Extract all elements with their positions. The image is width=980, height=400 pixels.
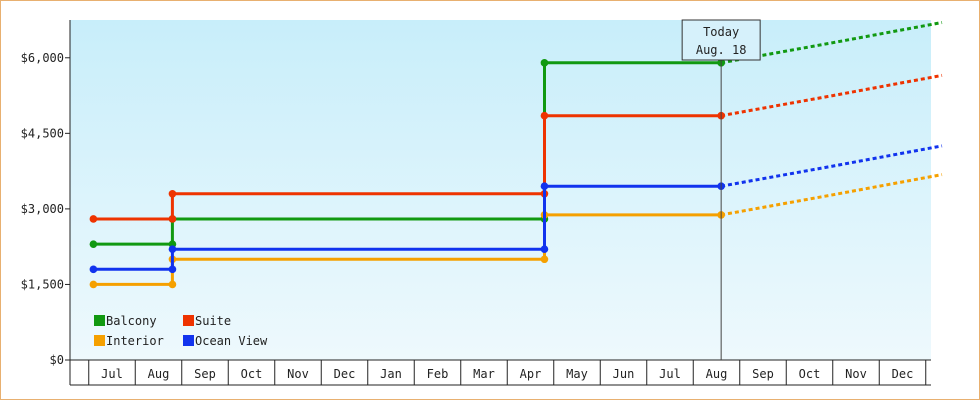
y-tick-label: $0: [50, 353, 64, 367]
legend-label-balcony: Balcony: [106, 314, 157, 328]
today-date: Aug. 18: [696, 43, 747, 57]
data-point-suite: [168, 189, 177, 198]
data-point-interior: [89, 280, 98, 289]
data-point-interior: [168, 280, 177, 289]
x-tick-label: Dec: [334, 367, 356, 381]
x-tick-label: Jan: [380, 367, 402, 381]
x-tick-label: Nov: [845, 367, 867, 381]
data-point-balcony: [540, 59, 549, 67]
legend-label-ocean-view: Ocean View: [195, 334, 268, 348]
y-tick-label: $3,000: [21, 202, 64, 216]
series-line-balcony: [93, 61, 722, 246]
x-tick-label: Mar: [473, 367, 495, 381]
legend-swatch-interior: [94, 335, 105, 346]
x-tick-label: Aug: [148, 367, 170, 381]
series-ocean-view: [89, 144, 943, 274]
x-axis: Jul Aug Sep Oct Nov Dec Jan Feb Mar Apr May Jun Jul A…: [69, 359, 931, 386]
y-axis: $0 $1,500 $3,000 $4,500 $6,000: [21, 20, 71, 367]
x-tick-label: Nov: [287, 367, 309, 381]
legend-label-suite: Suite: [195, 314, 231, 328]
forecast-line-suite: [720, 73, 943, 118]
y-tick-label: $1,500: [21, 277, 64, 291]
x-tick-label: Oct: [799, 367, 821, 381]
legend-swatch-ocean-view: [183, 335, 194, 346]
series-suite: [89, 73, 943, 223]
data-point-ocean-view: [168, 245, 177, 253]
today-marker: Today Aug. 18: [681, 19, 761, 360]
y-tick-label: $6,000: [21, 51, 64, 65]
series-line-interior: [93, 213, 722, 286]
y-tick-label: $4,500: [21, 126, 64, 140]
x-tick-label: May: [566, 367, 588, 381]
series-line-ocean-view: [93, 184, 722, 271]
data-point-ocean-view: [540, 245, 549, 253]
x-tick-label: Sep: [752, 367, 774, 381]
data-point-ocean-view: [540, 182, 549, 191]
data-point-suite: [168, 215, 177, 223]
legend: Balcony Suite Interior Ocean View: [94, 314, 268, 348]
forecast-line-interior: [720, 173, 943, 217]
series-line-suite: [93, 114, 722, 221]
data-point-suite: [540, 111, 549, 120]
plot-area: [70, 20, 931, 360]
data-point-ocean-view: [168, 265, 177, 274]
x-tick-label: Dec: [892, 367, 914, 381]
today-label: Today: [703, 25, 739, 39]
legend-swatch-balcony: [94, 315, 105, 326]
x-tick-label: Jun: [613, 367, 635, 381]
data-point-interior: [540, 255, 549, 264]
data-point-balcony: [89, 240, 98, 248]
x-tick-label: Jul: [101, 367, 123, 381]
x-tick-label: Feb: [427, 367, 449, 381]
legend-swatch-suite: [183, 315, 194, 326]
x-tick-label: Sep: [194, 367, 216, 381]
x-tick-label: Aug: [706, 367, 728, 381]
data-point-ocean-view: [89, 265, 98, 274]
today-box: [681, 19, 761, 61]
x-tick-label: Oct: [241, 367, 263, 381]
forecast-line-ocean-view: [720, 144, 943, 188]
legend-label-interior: Interior: [106, 334, 164, 348]
x-tick-label: Jul: [659, 367, 681, 381]
data-point-suite: [89, 215, 98, 223]
x-tick-label: Apr: [520, 367, 542, 381]
